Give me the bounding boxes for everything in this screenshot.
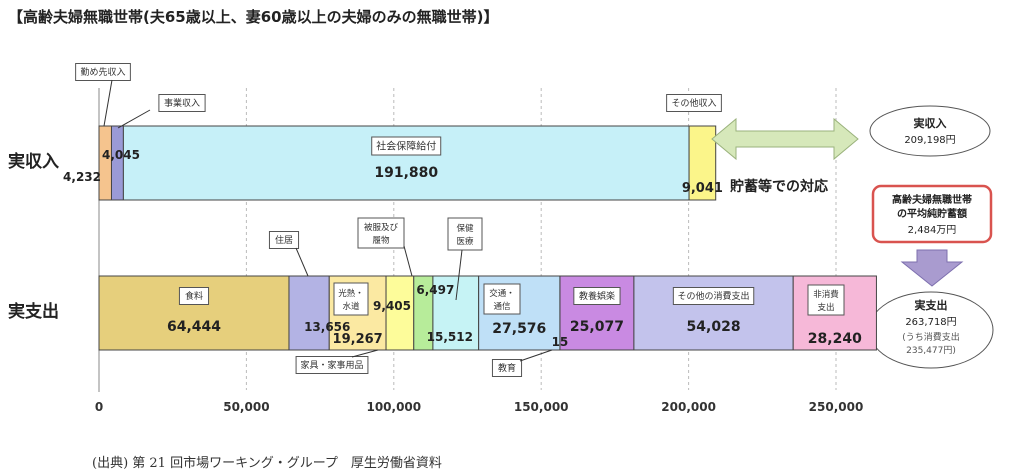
- callout-expenditure-10-line2: 支出: [817, 302, 834, 313]
- value-label-expenditure-4: 6,497: [416, 283, 454, 297]
- leader-expenditure-3: [351, 349, 379, 358]
- callout-expenditure-3-box: [295, 356, 369, 374]
- callout-expenditure-7: 教育: [498, 362, 516, 374]
- value-label-income-2: 191,880: [374, 165, 438, 181]
- expense-sub-2: 235,477円): [906, 345, 956, 356]
- income-total-value: 209,198円: [904, 135, 955, 146]
- savings-label-2: の平均純貯蓄額: [897, 207, 967, 220]
- page-title: 【高齢夫婦無職世帯(夫65歳以上、妻60歳以上の夫婦のみの無職世帯)】: [8, 8, 499, 26]
- value-label-expenditure-9: 54,028: [687, 319, 741, 335]
- savings-label-1: 高齢夫婦無職世帯: [892, 193, 972, 206]
- row-label-income: 実収入: [8, 151, 59, 172]
- x-tick-label-3: 150,000: [514, 400, 569, 414]
- value-label-expenditure-2: 19,267: [333, 332, 383, 347]
- row-label-expenditure: 実支出: [8, 301, 59, 322]
- expense-total-value: 263,718円: [905, 317, 956, 328]
- x-tick-label-0: 0: [95, 400, 103, 414]
- callout-expenditure-4-line2: 履物: [372, 235, 390, 246]
- leader-expenditure-1: [295, 247, 309, 277]
- leader-expenditure-5: [455, 249, 463, 301]
- callout-expenditure-2-box: [333, 282, 369, 316]
- x-tick-label-4: 200,000: [661, 400, 716, 414]
- value-label-income-0: 4,232: [63, 170, 101, 184]
- income-total-ellipse: [869, 105, 991, 157]
- leader-expenditure-4: [403, 245, 413, 277]
- x-tick-label-1: 50,000: [223, 400, 269, 414]
- x-tick-label-5: 250,000: [809, 400, 864, 414]
- callout-expenditure-5-line2: 医療: [456, 236, 474, 247]
- value-label-expenditure-7: 15: [552, 335, 569, 349]
- callout-expenditure-8-box: [573, 287, 621, 305]
- callout-expenditure-10-box: [807, 284, 845, 316]
- value-label-expenditure-8: 25,077: [570, 319, 624, 335]
- callout-expenditure-9-box: [672, 287, 755, 305]
- callout-expenditure-7-box: [491, 359, 523, 377]
- callout-income-0-box: [75, 63, 131, 81]
- callout-income-1-box: [158, 94, 206, 112]
- callout-expenditure-4-box: [357, 217, 405, 249]
- value-label-expenditure-3: 9,405: [373, 299, 411, 313]
- value-label-expenditure-0: 64,444: [167, 319, 221, 335]
- bar-income-0: [98, 125, 112, 201]
- callout-expenditure-0-box: [178, 287, 210, 305]
- callout-expenditure-5-box: [447, 217, 483, 251]
- down-arrow: [900, 249, 964, 287]
- callout-income-2-box: [371, 136, 442, 156]
- savings-value: 2,484万円: [908, 225, 957, 236]
- bar-expenditure-1: [288, 275, 330, 351]
- callout-expenditure-8: 教養娯楽: [579, 290, 615, 302]
- callout-expenditure-2-line1: 光熱・: [338, 288, 364, 299]
- callout-expenditure-3: 家具・家事用品: [300, 359, 363, 371]
- value-label-income-3: 9,041: [682, 181, 723, 196]
- callout-expenditure-6-line2: 通信: [493, 301, 511, 312]
- leader-expenditure-7: [519, 349, 553, 362]
- bar-expenditure-3: [385, 275, 415, 351]
- callout-expenditure-2-line2: 水道: [342, 301, 360, 312]
- leader-income-0: [103, 79, 113, 127]
- callout-expenditure-1: 住居: [275, 234, 293, 246]
- value-label-expenditure-5: 15,512: [427, 330, 473, 344]
- callout-expenditure-9: その他の消費支出: [678, 290, 750, 302]
- value-label-expenditure-1: 13,656: [304, 320, 350, 334]
- income-total-label: 実収入: [914, 116, 947, 130]
- savings-box: [871, 184, 993, 244]
- callout-expenditure-6-line1: 交通・: [489, 288, 515, 299]
- callout-expenditure-4-line1: 被服及び: [364, 222, 399, 233]
- callout-expenditure-6-box: [483, 283, 521, 315]
- expense-total-label: 実支出: [915, 298, 948, 312]
- callout-income-3: その他収入: [671, 97, 716, 109]
- bar-expenditure-5: [432, 275, 480, 351]
- callout-expenditure-0: 食料: [185, 290, 203, 302]
- callout-expenditure-1-box: [268, 231, 300, 249]
- callout-expenditure-10-line1: 非消費: [813, 289, 839, 300]
- callout-income-1: 事業収入: [164, 97, 200, 109]
- source-note: (出典) 第 21 回市場ワーキング・グループ 厚生労働省資料: [92, 456, 442, 471]
- bar-income-1: [110, 125, 124, 201]
- callout-income-0: 勤め先収入: [80, 66, 125, 78]
- value-label-income-1: 4,045: [102, 148, 140, 162]
- callout-income-2: 社会保障給付: [376, 140, 436, 153]
- savings-gap-note: 貯蓄等での対応: [730, 178, 828, 195]
- savings-gap-arrow: [711, 117, 859, 161]
- x-tick-label-2: 100,000: [366, 400, 421, 414]
- leader-income-1: [117, 109, 151, 129]
- value-label-expenditure-10: 28,240: [808, 331, 862, 347]
- bar-income-3: [688, 125, 717, 201]
- callout-income-3-box: [666, 94, 722, 112]
- value-label-expenditure-6: 27,576: [492, 321, 546, 337]
- stacked-bar-chart: 0 50,000 100,000 150,000 200,000 250,000 実収入実支…: [8, 63, 994, 414]
- expense-sub-1: (うち消費支出: [902, 331, 960, 343]
- callout-expenditure-5-line1: 保健: [456, 223, 474, 234]
